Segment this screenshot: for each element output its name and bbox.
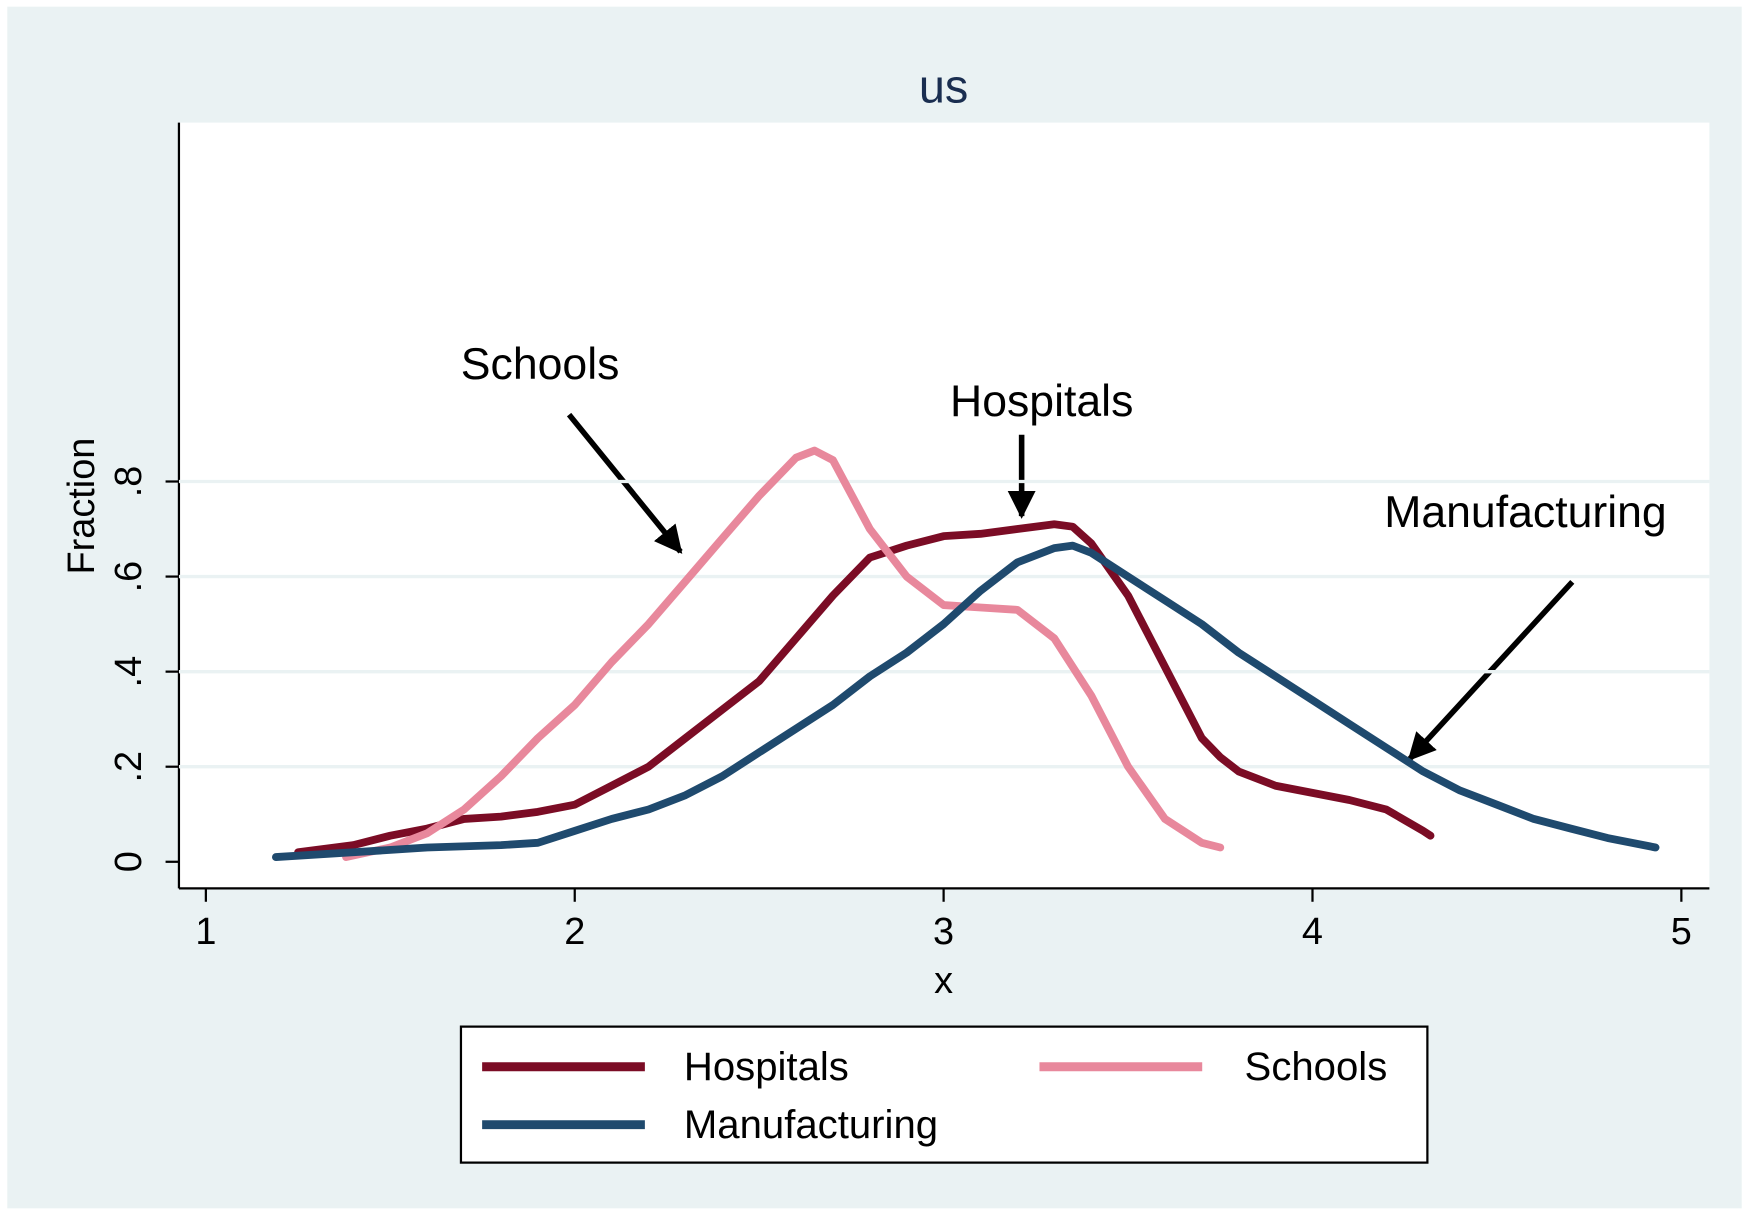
x-tick-label: 1 (195, 911, 216, 953)
annotation-arrow (566, 412, 683, 554)
chart-title: us (919, 61, 968, 113)
x-tick-label: 2 (564, 911, 585, 953)
y-tick-label: 0 (108, 851, 150, 872)
plot-area (178, 122, 1710, 889)
annotation: Manufacturing (1384, 488, 1667, 537)
annotation: Schools (461, 340, 620, 389)
series-line (294, 520, 1435, 857)
x-tick-label: 4 (1302, 911, 1323, 953)
series-line (342, 446, 1225, 861)
x-tick-label: 5 (1671, 911, 1692, 953)
series-line (272, 541, 1660, 861)
y-axis-label: Fraction (61, 438, 103, 575)
y-tick-label: .8 (108, 466, 150, 498)
x-tick-label: 3 (933, 911, 954, 953)
y-tick-label: .6 (108, 561, 150, 593)
annotation: Hospitals (950, 377, 1133, 426)
legend-label: Schools (1245, 1044, 1388, 1089)
y-tick-label: .4 (108, 656, 150, 688)
legend-label: Hospitals (684, 1044, 849, 1089)
legend (459, 1025, 1429, 1164)
data-layer: 0 .2 .4 .6 .8 1 2 3 4 5 (108, 446, 1710, 953)
y-tick-label: .2 (108, 751, 150, 783)
x-axis-label: x (934, 960, 953, 1002)
legend-label: Manufacturing (684, 1102, 938, 1147)
